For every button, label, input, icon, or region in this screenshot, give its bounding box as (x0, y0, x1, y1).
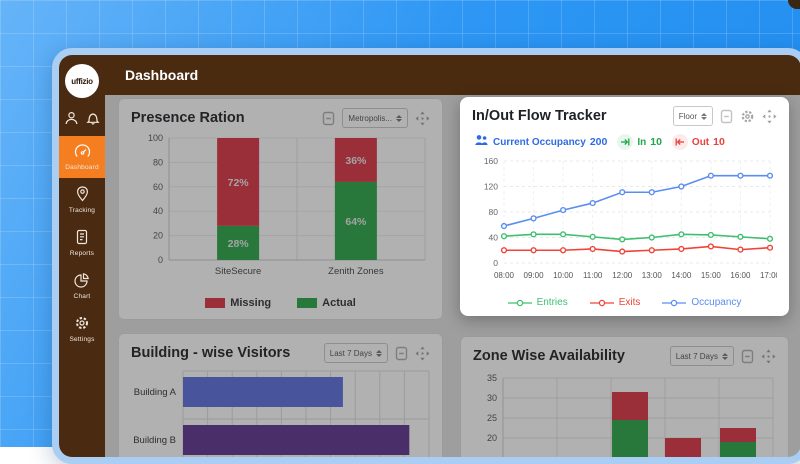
pie-icon (74, 272, 90, 290)
svg-text:16:00: 16:00 (730, 271, 751, 280)
legend-entries[interactable]: Entries (508, 297, 568, 308)
svg-text:120: 120 (484, 182, 498, 192)
sidebar-item-label: Dashboard (65, 164, 99, 171)
sidebar-item-dashboard[interactable]: Dashboard (59, 136, 105, 178)
uffizio-logo[interactable]: uffizio (65, 64, 99, 98)
dashboard-content: Presence Ration Metropolis... (105, 95, 800, 457)
legend-exits[interactable]: Exits (590, 297, 641, 308)
flow-stats-row: Current Occupancy 200 In 10 (474, 133, 777, 151)
select-arrows-icon (701, 113, 707, 120)
legend-occupancy[interactable]: Occupancy (662, 297, 741, 308)
in-arrow-icon (617, 134, 633, 150)
sidebar-item-chart[interactable]: Chart (59, 264, 105, 307)
svg-text:15:00: 15:00 (701, 271, 722, 280)
gear-icon (74, 315, 90, 333)
settings-gear-icon[interactable] (740, 109, 755, 124)
move-icon[interactable] (762, 109, 777, 124)
inout-flow-tracker-card: In/Out Flow Tracker Floor (460, 97, 789, 316)
app-window: uffizio (52, 48, 800, 464)
user-icon[interactable] (64, 111, 79, 130)
card-title: In/Out Flow Tracker (472, 108, 666, 124)
header-bar: Dashboard (105, 55, 800, 95)
svg-text:13:00: 13:00 (642, 271, 663, 280)
sidebar-item-label: Settings (69, 336, 94, 343)
svg-text:160: 160 (484, 156, 498, 166)
sidebar: uffizio (59, 55, 105, 457)
svg-text:80: 80 (489, 207, 499, 217)
svg-text:40: 40 (489, 233, 499, 243)
pin-icon (75, 186, 90, 204)
flow-line-chart: 0 40 80 120 160 08:00 09:00 10:00 11:00 12:00 13:0… (472, 153, 777, 291)
sidebar-item-label: Reports (70, 250, 94, 257)
svg-text:11:00: 11:00 (583, 271, 603, 280)
occupancy-people-icon (474, 133, 489, 151)
page-title: Dashboard (125, 67, 198, 83)
report-icon (75, 229, 89, 247)
sidebar-item-tracking[interactable]: Tracking (59, 178, 105, 221)
logo-text: uffizio (71, 77, 92, 86)
svg-text:14:00: 14:00 (671, 271, 692, 280)
out-stat: Out 10 (672, 134, 725, 150)
svg-text:0: 0 (493, 258, 498, 268)
svg-text:12:00: 12:00 (612, 271, 633, 280)
svg-text:08:00: 08:00 (494, 271, 515, 280)
sidebar-nav: Dashboard Tracking Repor (59, 136, 105, 350)
sidebar-item-label: Tracking (69, 207, 95, 214)
in-stat: In 10 (617, 134, 662, 150)
out-arrow-icon (672, 134, 688, 150)
floor-select-value: Floor (679, 112, 697, 121)
sidebar-item-reports[interactable]: Reports (59, 221, 105, 264)
sidebar-item-settings[interactable]: Settings (59, 307, 105, 350)
sidebar-item-label: Chart (74, 293, 91, 300)
floor-select[interactable]: Floor (673, 106, 713, 126)
svg-text:17:00: 17:00 (760, 271, 777, 280)
svg-text:09:00: 09:00 (524, 271, 545, 280)
svg-text:10:00: 10:00 (553, 271, 574, 280)
flow-legend: Entries Exits Occupancy (472, 297, 777, 308)
current-occupancy-stat: Current Occupancy 200 (474, 133, 607, 151)
export-icon[interactable] (720, 109, 733, 124)
gauge-icon (74, 144, 91, 161)
bell-icon[interactable] (86, 111, 100, 130)
